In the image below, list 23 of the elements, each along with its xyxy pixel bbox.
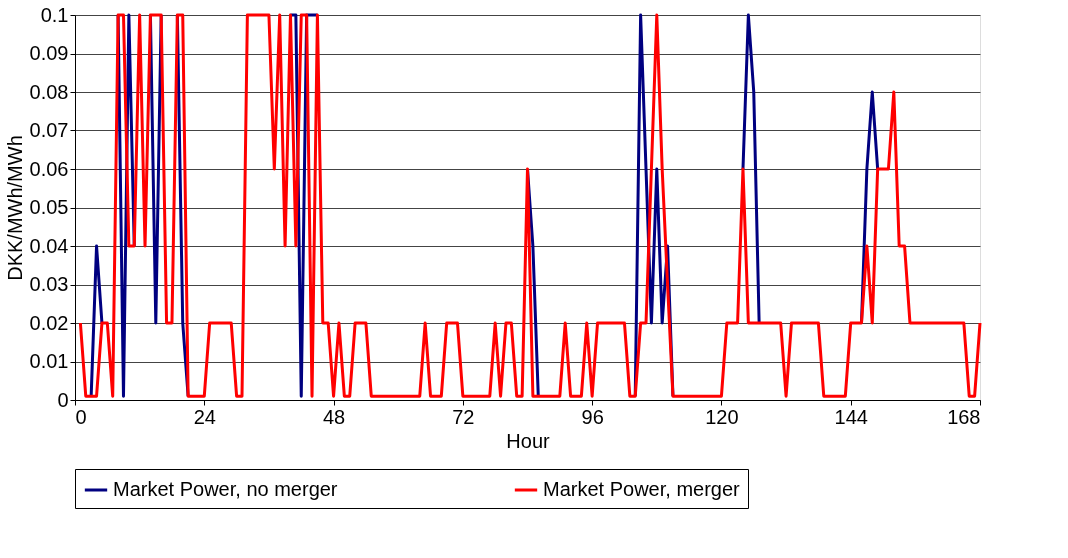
y-tick-label: 0.01 (29, 350, 69, 372)
x-tick-label: 72 (452, 405, 475, 428)
y-tick-label: 0.05 (29, 196, 69, 218)
x-axis-title: Hour (506, 429, 551, 452)
y-tick-label: 0.04 (29, 234, 69, 257)
y-tick-label: 0.03 (29, 273, 69, 295)
x-tick-label: 48 (322, 405, 346, 428)
y-axis-title: DKK/MWh/MWh (3, 135, 26, 281)
x-tick-label: 24 (193, 405, 216, 428)
x-tick-label: 0 (75, 405, 87, 428)
y-tick-label: 0.08 (29, 80, 69, 103)
y-tick-label: 0.06 (29, 157, 69, 180)
y-tick-label: 0.07 (29, 119, 69, 141)
x-tick-label: 120 (705, 405, 739, 428)
legend-label: Market Power, merger (543, 478, 741, 500)
y-tick-label: 0.1 (40, 3, 69, 26)
x-tick-label: 144 (834, 405, 868, 428)
y-tick-label: 0 (57, 388, 69, 411)
x-tick-label: 168 (947, 405, 981, 428)
legend-label: Market Power, no merger (113, 478, 338, 500)
x-tick-label: 96 (581, 405, 604, 428)
y-tick-label: 0.09 (29, 42, 69, 64)
y-tick-label: 0.02 (29, 311, 69, 334)
